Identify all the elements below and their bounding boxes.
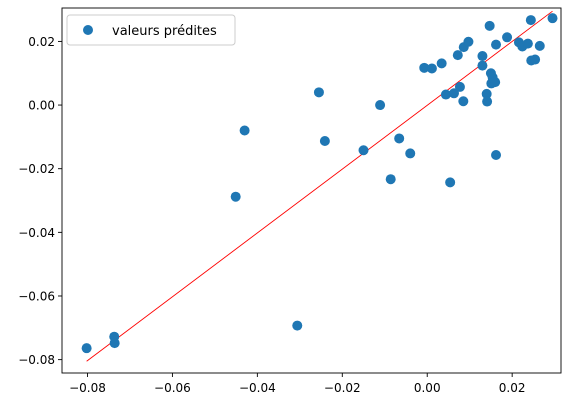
y-tick-label: 0.00 <box>28 99 55 113</box>
scatter-point <box>481 88 492 99</box>
scatter-point <box>458 96 469 107</box>
scatter-point <box>477 60 488 71</box>
scatter-point <box>109 338 120 349</box>
scatter-point <box>426 63 437 74</box>
axes-layer: −0.08 −0.06 −0.04 −0.02 0.00 0.02 −0.08 −0.06 −0… <box>18 7 562 395</box>
scatter-point <box>463 36 474 47</box>
scatter-point <box>454 81 465 92</box>
scatter-point <box>445 177 456 188</box>
scatter-point <box>405 148 416 159</box>
y-tick-label: −0.04 <box>18 226 55 240</box>
scatter-point <box>522 38 533 49</box>
scatter-point <box>491 150 502 161</box>
scatter-point <box>292 320 303 331</box>
x-tick-label: −0.06 <box>154 381 191 395</box>
scatter-point <box>452 50 463 61</box>
y-tick-label: 0.02 <box>28 35 55 49</box>
scatter-point <box>490 77 501 88</box>
y-tick-label: −0.08 <box>18 353 55 367</box>
y-tick-label: −0.06 <box>18 289 55 303</box>
scatter-point <box>385 174 396 185</box>
scatter-point <box>534 40 545 51</box>
scatter-point <box>502 32 513 43</box>
scatter-point <box>375 100 386 111</box>
scatter-point <box>484 20 495 31</box>
scatter-point <box>547 13 558 24</box>
x-tick-label: 0.02 <box>499 381 526 395</box>
scatter-point <box>419 62 430 73</box>
scatter-point <box>530 54 541 65</box>
scatter-point <box>482 96 493 107</box>
axes-frame <box>61 7 562 374</box>
y-tick-label: −0.02 <box>18 162 55 176</box>
x-tick-label: −0.02 <box>324 381 361 395</box>
scatter-point <box>477 51 488 62</box>
scatter-point <box>436 58 447 69</box>
legend-marker <box>83 25 93 35</box>
x-tick-label: −0.04 <box>239 381 276 395</box>
regression-line <box>86 10 553 362</box>
scatter-point <box>491 39 502 50</box>
legend-frame <box>66 14 236 46</box>
scatter-point <box>394 133 405 144</box>
scatter-point <box>81 343 92 354</box>
scatter-point <box>525 15 536 26</box>
legend: valeurs prédites <box>66 14 236 46</box>
scatter-point <box>358 145 369 156</box>
scatter-point <box>319 136 330 147</box>
plot-layer <box>81 10 558 362</box>
x-tick-label: 0.00 <box>414 381 441 395</box>
scatter-point <box>448 88 459 99</box>
scatter-point <box>440 89 451 100</box>
legend-label: valeurs prédites <box>112 24 217 39</box>
x-tick-label: −0.08 <box>69 381 106 395</box>
plot-area <box>81 10 558 362</box>
scatter-point <box>239 125 250 136</box>
scatter-point <box>313 87 324 98</box>
scatter-point <box>230 191 241 202</box>
